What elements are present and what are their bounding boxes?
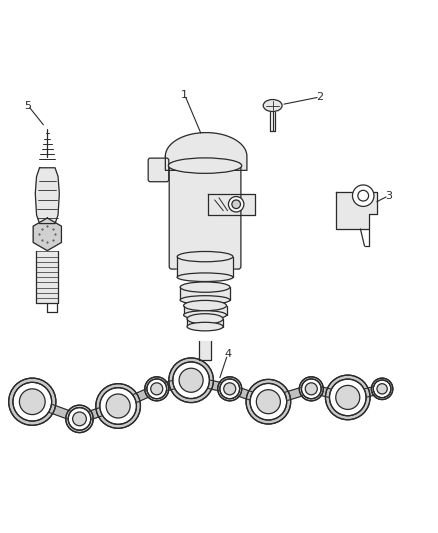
Polygon shape — [208, 380, 221, 391]
Text: 1: 1 — [181, 90, 188, 100]
Circle shape — [106, 394, 130, 418]
Polygon shape — [336, 192, 377, 229]
Polygon shape — [177, 256, 233, 277]
Polygon shape — [49, 405, 70, 419]
Polygon shape — [33, 218, 61, 251]
Circle shape — [232, 200, 240, 208]
Circle shape — [151, 383, 163, 395]
Circle shape — [73, 412, 86, 426]
Text: 2: 2 — [316, 92, 323, 102]
Polygon shape — [180, 287, 230, 300]
Polygon shape — [166, 381, 174, 391]
Circle shape — [9, 378, 56, 425]
Polygon shape — [184, 305, 226, 315]
Circle shape — [301, 379, 321, 399]
FancyBboxPatch shape — [148, 158, 169, 182]
Circle shape — [256, 390, 280, 414]
Polygon shape — [208, 193, 255, 215]
Text: 5: 5 — [25, 101, 32, 110]
Circle shape — [100, 387, 136, 424]
Circle shape — [173, 362, 209, 399]
Ellipse shape — [184, 301, 226, 311]
Ellipse shape — [177, 252, 233, 262]
Ellipse shape — [168, 158, 242, 173]
Circle shape — [169, 358, 213, 402]
Circle shape — [224, 383, 236, 395]
Polygon shape — [198, 341, 212, 360]
Circle shape — [13, 382, 52, 421]
Circle shape — [250, 383, 286, 420]
Text: 3: 3 — [385, 191, 392, 201]
Polygon shape — [285, 387, 303, 400]
Circle shape — [371, 378, 393, 400]
Polygon shape — [134, 389, 149, 402]
Polygon shape — [35, 168, 59, 223]
Circle shape — [218, 377, 242, 401]
Circle shape — [220, 379, 240, 399]
Ellipse shape — [263, 100, 282, 111]
Polygon shape — [365, 387, 374, 397]
Polygon shape — [187, 319, 223, 327]
Circle shape — [246, 379, 291, 424]
Circle shape — [179, 368, 203, 392]
Circle shape — [229, 197, 244, 212]
Circle shape — [96, 384, 141, 429]
Circle shape — [325, 375, 370, 420]
Circle shape — [373, 380, 391, 398]
Polygon shape — [166, 133, 247, 171]
Ellipse shape — [180, 282, 230, 292]
Polygon shape — [89, 408, 102, 419]
Polygon shape — [320, 387, 330, 397]
Circle shape — [66, 405, 93, 433]
Ellipse shape — [187, 322, 223, 331]
Circle shape — [336, 385, 360, 409]
Circle shape — [145, 377, 169, 401]
Ellipse shape — [187, 314, 223, 324]
Circle shape — [377, 384, 387, 394]
Ellipse shape — [177, 273, 233, 281]
Text: 4: 4 — [224, 350, 231, 359]
Circle shape — [299, 377, 323, 401]
FancyBboxPatch shape — [169, 163, 241, 269]
Circle shape — [329, 379, 366, 416]
Polygon shape — [36, 252, 58, 303]
Circle shape — [68, 408, 91, 430]
Circle shape — [353, 185, 374, 206]
Ellipse shape — [180, 296, 230, 304]
Circle shape — [19, 389, 45, 415]
Ellipse shape — [184, 311, 226, 319]
Polygon shape — [238, 388, 252, 400]
Circle shape — [147, 379, 166, 399]
Circle shape — [305, 383, 317, 395]
